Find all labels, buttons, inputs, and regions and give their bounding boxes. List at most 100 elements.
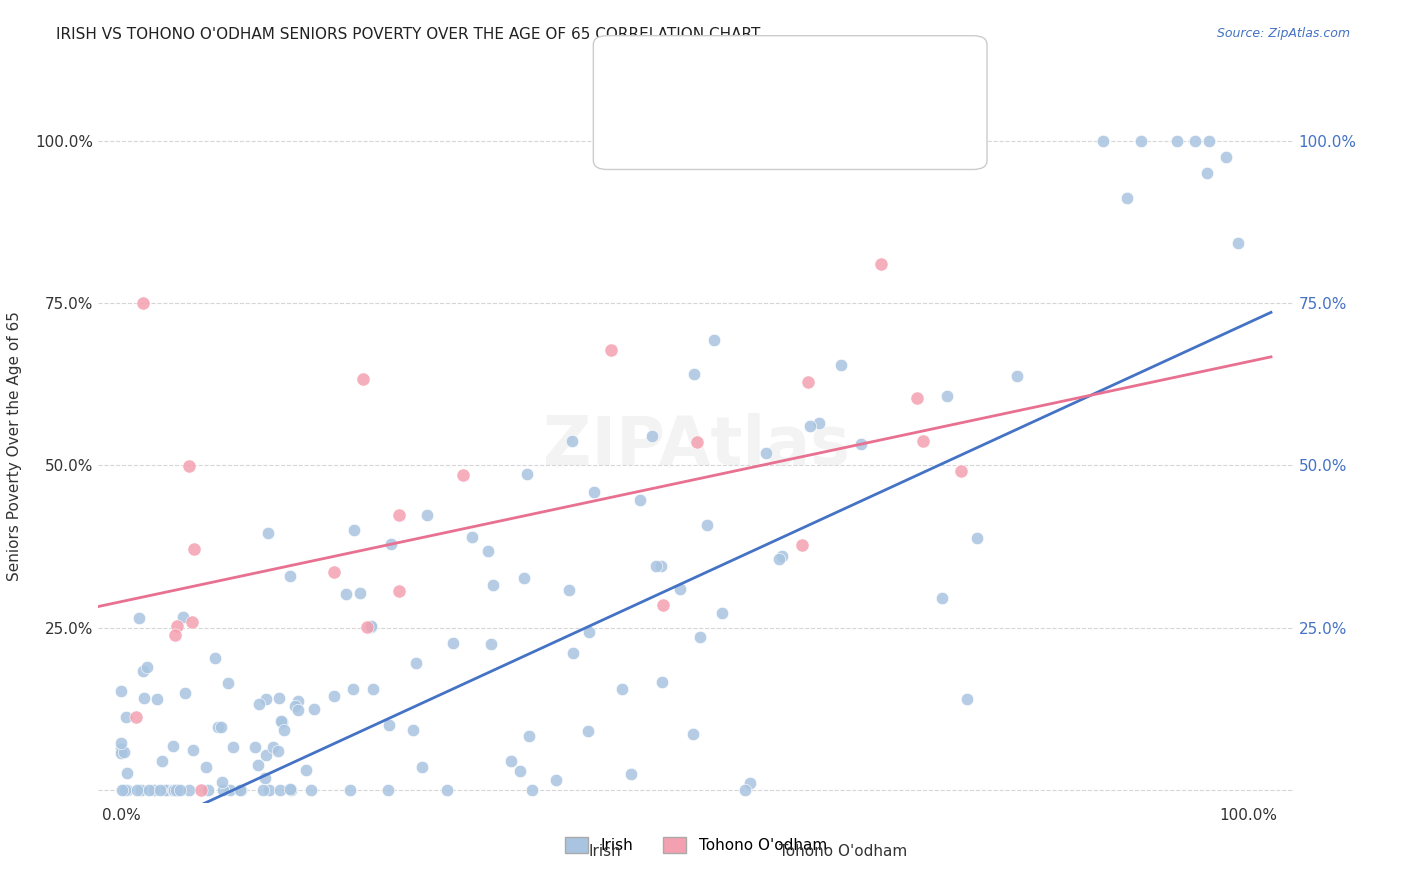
Point: [578, 624, 600, 639]
Point: [322, 565, 344, 579]
Point: [183, 542, 205, 557]
Point: [142, 782, 165, 797]
Point: [163, 782, 186, 797]
Point: [645, 558, 668, 573]
Point: [280, 782, 302, 797]
Point: [179, 459, 201, 474]
Point: [252, 782, 274, 797]
Point: [956, 692, 979, 706]
Point: [212, 782, 235, 797]
Point: [132, 691, 155, 706]
Point: [180, 615, 202, 630]
Point: [136, 659, 159, 673]
Point: [682, 368, 704, 382]
Point: [1184, 134, 1206, 148]
Text: Source: ZipAtlas.com: Source: ZipAtlas.com: [1216, 27, 1350, 40]
Point: [380, 537, 402, 551]
Point: [1227, 235, 1250, 250]
Point: [710, 606, 733, 620]
Point: [197, 782, 219, 797]
Point: [112, 744, 135, 758]
Point: [950, 464, 973, 478]
Point: [1166, 134, 1188, 148]
Point: [166, 782, 188, 797]
Point: [388, 508, 411, 523]
Point: [270, 714, 292, 729]
Point: [222, 740, 245, 755]
Point: [217, 675, 239, 690]
Point: [343, 523, 366, 537]
Point: [558, 583, 581, 598]
Point: [115, 782, 138, 797]
Point: [360, 620, 382, 634]
Point: [295, 763, 318, 777]
Point: [509, 764, 531, 779]
Point: [257, 782, 280, 797]
Point: [703, 334, 725, 348]
Point: [246, 758, 269, 772]
Point: [219, 782, 242, 797]
Point: [257, 525, 280, 540]
Point: [1198, 134, 1220, 148]
Point: [501, 754, 523, 768]
Point: [479, 637, 502, 651]
Point: [114, 782, 136, 797]
Point: [165, 628, 187, 642]
Point: [522, 782, 544, 797]
Point: [905, 391, 928, 405]
Point: [304, 702, 326, 716]
Point: [582, 485, 605, 500]
Point: [323, 690, 346, 704]
Point: [378, 718, 401, 732]
Point: [194, 759, 217, 773]
Point: [411, 760, 433, 774]
Point: [190, 782, 212, 797]
Point: [441, 635, 464, 649]
Point: [128, 610, 150, 624]
Point: [153, 782, 176, 797]
Point: [388, 583, 411, 598]
Point: [1129, 134, 1152, 148]
Point: [641, 429, 664, 443]
Text: Tohono O'odham: Tohono O'odham: [779, 845, 908, 859]
Point: [243, 740, 266, 755]
Point: [124, 709, 146, 723]
Point: [349, 586, 371, 600]
Point: [110, 684, 132, 698]
Point: [267, 691, 290, 706]
Point: [114, 782, 136, 797]
Point: [1195, 166, 1218, 180]
Point: [299, 782, 322, 797]
Point: [253, 772, 276, 786]
Point: [110, 742, 132, 756]
Point: [115, 710, 138, 724]
Point: [273, 723, 295, 738]
Point: [650, 559, 672, 574]
Text: Irish: Irish: [588, 845, 621, 859]
Point: [360, 618, 382, 632]
Point: [287, 694, 309, 708]
Point: [138, 782, 160, 797]
Point: [172, 609, 194, 624]
Point: [696, 517, 718, 532]
Point: [682, 727, 704, 741]
Text: R = 0.469   N =  23: R = 0.469 N = 23: [654, 120, 815, 138]
Point: [162, 739, 184, 753]
Point: [931, 591, 953, 605]
Point: [799, 419, 821, 434]
Point: [599, 343, 621, 358]
Point: [546, 773, 568, 788]
Point: [966, 531, 988, 545]
Point: [112, 782, 135, 797]
Point: [211, 775, 233, 789]
Point: [342, 682, 364, 697]
Point: [284, 699, 307, 714]
Point: [278, 569, 301, 583]
Point: [669, 582, 692, 597]
Point: [169, 782, 191, 797]
Point: [561, 434, 583, 448]
Point: [247, 698, 270, 712]
Point: [792, 538, 814, 552]
Point: [1115, 191, 1137, 205]
Point: [229, 782, 252, 797]
